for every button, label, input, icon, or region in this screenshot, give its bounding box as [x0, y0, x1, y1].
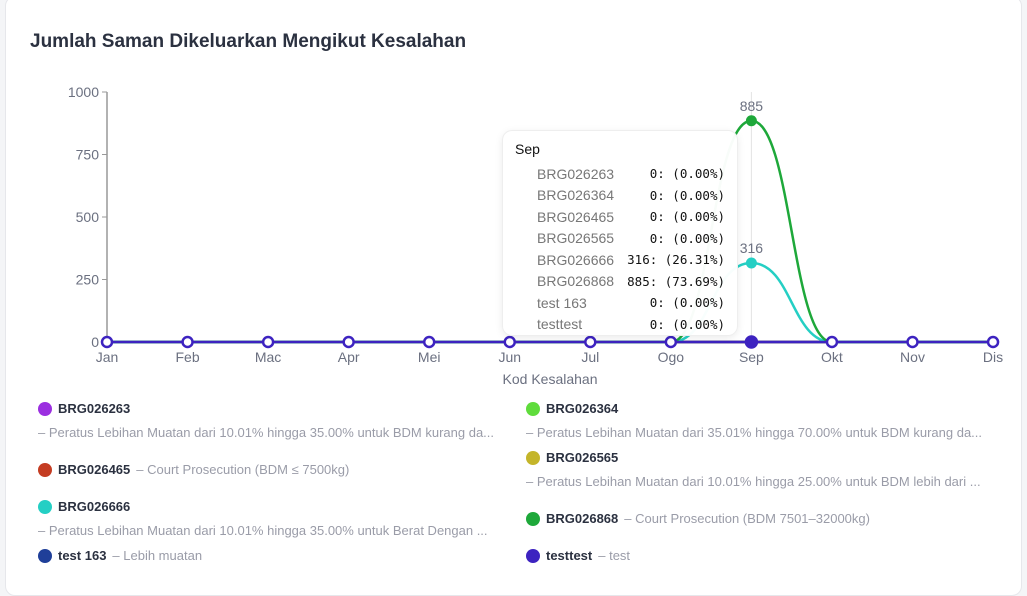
data-point[interactable] [422, 335, 436, 349]
legend-desc: – Peratus Lebihan Muatan dari 10.01% hin… [38, 523, 488, 538]
legend-desc: – Peratus Lebihan Muatan dari 35.01% hin… [526, 425, 983, 440]
y-tick-label: 0 [91, 334, 99, 350]
y-tick-label: 500 [76, 209, 100, 225]
tooltip-row: BRG026868 885: (73.69%) [515, 271, 725, 293]
tooltip-value: 0: (0.00%) [649, 187, 725, 203]
data-point[interactable] [261, 335, 275, 349]
data-point[interactable] [825, 335, 839, 349]
legend-desc: – Lebih muatan [112, 548, 203, 563]
legend-desc: – Court Prosecution (BDM 7501–32000kg) [624, 511, 870, 526]
tooltip-row: test 163 0: (0.00%) [515, 292, 725, 314]
x-tick-label: Feb [175, 349, 199, 365]
x-tick-label: Jan [96, 349, 119, 365]
tooltip-value: 0: (0.00%) [649, 230, 725, 246]
legend-code: testtest [546, 548, 593, 563]
legend-item[interactable]: BRG026465 – Court Prosecution (BDM ≤ 7500… [38, 462, 508, 477]
legend-dot [526, 548, 540, 563]
tooltip-value: 316: (26.31%) [627, 252, 725, 268]
legend-code: BRG026666 [58, 499, 131, 514]
tooltip-row: BRG026666 316: (26.31%) [515, 249, 725, 271]
legend-item[interactable]: testtest – test [526, 548, 996, 563]
legend-code: test 163 [58, 548, 107, 563]
legend-dot [38, 462, 52, 477]
legend-dot [526, 511, 540, 526]
x-tick-label: Dis [983, 349, 1003, 365]
data-point[interactable] [745, 257, 757, 269]
legend-desc: – Peratus Lebihan Muatan dari 10.01% hin… [38, 425, 495, 440]
data-point[interactable] [181, 335, 194, 349]
legend-desc: – Court Prosecution (BDM ≤ 7500kg) [136, 462, 350, 477]
legend-code: BRG026868 [546, 511, 619, 526]
tooltip-series-name: BRG026666 [537, 251, 615, 268]
legend-dot [38, 401, 52, 416]
x-tick-label: Ogo [658, 349, 685, 365]
tooltip-value: 0: (0.00%) [649, 166, 725, 182]
legend-item[interactable]: BRG026666 – Peratus Lebihan Muatan dari … [38, 499, 508, 538]
legend-dot [38, 548, 52, 563]
x-tick-label: Apr [338, 349, 360, 365]
legend-dot [38, 499, 52, 514]
tooltip-value: 885: (73.69%) [627, 273, 725, 289]
x-tick-label: Sep [739, 349, 764, 365]
legend-desc: – test [598, 548, 631, 563]
data-label: 316 [740, 240, 764, 256]
tooltip: Sep BRG026263 0: (0.00%) BRG026364 0: (0.00… [502, 130, 738, 336]
tooltip-row: testtest 0: (0.00%) [515, 314, 725, 336]
data-point[interactable] [503, 335, 516, 349]
tooltip-row: BRG026364 0: (0.00%) [515, 185, 725, 207]
legend-item[interactable]: BRG026868 – Court Prosecution (BDM 7501–3… [526, 511, 996, 526]
tooltip-series-name: BRG026565 [537, 230, 615, 247]
x-tick-label: Mac [255, 349, 281, 365]
tooltip-series-name: BRG026868 [537, 273, 615, 290]
x-tick-label: Mei [418, 349, 441, 365]
tooltip-series-name: testtest [537, 316, 583, 333]
legend-dot [526, 401, 540, 416]
y-tick-label: 1000 [68, 84, 99, 100]
legend-code: BRG026565 [546, 450, 619, 465]
data-point[interactable] [745, 115, 757, 127]
x-tick-label: Jun [498, 349, 521, 365]
line-chart: 0 250 500 750 1000 Jan Feb Mac Apr Mei Jun Jul Ogo Se… [68, 84, 1003, 387]
tooltip-row: BRG026565 0: (0.00%) [515, 228, 725, 250]
tooltip-series-name: BRG026364 [537, 187, 615, 204]
legend-code: BRG026364 [546, 401, 619, 416]
data-point[interactable] [100, 335, 114, 349]
x-tick-label: Jul [581, 349, 599, 365]
y-tick-label: 750 [76, 147, 100, 163]
tooltip-value: 0: (0.00%) [649, 295, 725, 311]
tooltip-value: 0: (0.00%) [649, 209, 725, 225]
legend-item[interactable]: BRG026364 – Peratus Lebihan Muatan dari … [526, 401, 996, 440]
y-tick-label: 250 [76, 272, 100, 288]
legend-item[interactable]: BRG026263 – Peratus Lebihan Muatan dari … [38, 401, 508, 440]
tooltip-row: BRG026465 0: (0.00%) [515, 206, 725, 228]
tooltip-series-name: test 163 [537, 294, 587, 311]
chart-title: Jumlah Saman Dikeluarkan Mengikut Kesala… [30, 31, 467, 52]
legend-item[interactable]: BRG026565 – Peratus Lebihan Muatan dari … [526, 450, 996, 489]
legend-code: BRG026465 [58, 462, 131, 477]
data-point[interactable] [342, 335, 355, 349]
data-point[interactable] [584, 335, 597, 349]
data-point[interactable] [744, 335, 759, 349]
legend-desc: – Peratus Lebihan Muatan dari 10.01% hin… [526, 474, 981, 489]
tooltip-title: Sep [515, 141, 540, 157]
data-label: 885 [740, 98, 764, 114]
tooltip-series-name: BRG026465 [537, 208, 615, 225]
data-point[interactable] [906, 335, 919, 349]
tooltip-value: 0: (0.00%) [649, 316, 725, 332]
legend-code: BRG026263 [58, 401, 131, 416]
tooltip-series-name: BRG026263 [537, 165, 615, 182]
legend-item[interactable]: test 163 – Lebih muatan [38, 548, 508, 563]
x-tick-label: Nov [900, 349, 925, 365]
x-tick-label: Okt [821, 349, 843, 365]
data-point[interactable] [986, 335, 1000, 349]
x-axis-label: Kod Kesalahan [503, 371, 598, 387]
legend-dot [526, 450, 540, 465]
tooltip-row: BRG026263 0: (0.00%) [515, 163, 725, 185]
data-point[interactable] [664, 335, 678, 349]
